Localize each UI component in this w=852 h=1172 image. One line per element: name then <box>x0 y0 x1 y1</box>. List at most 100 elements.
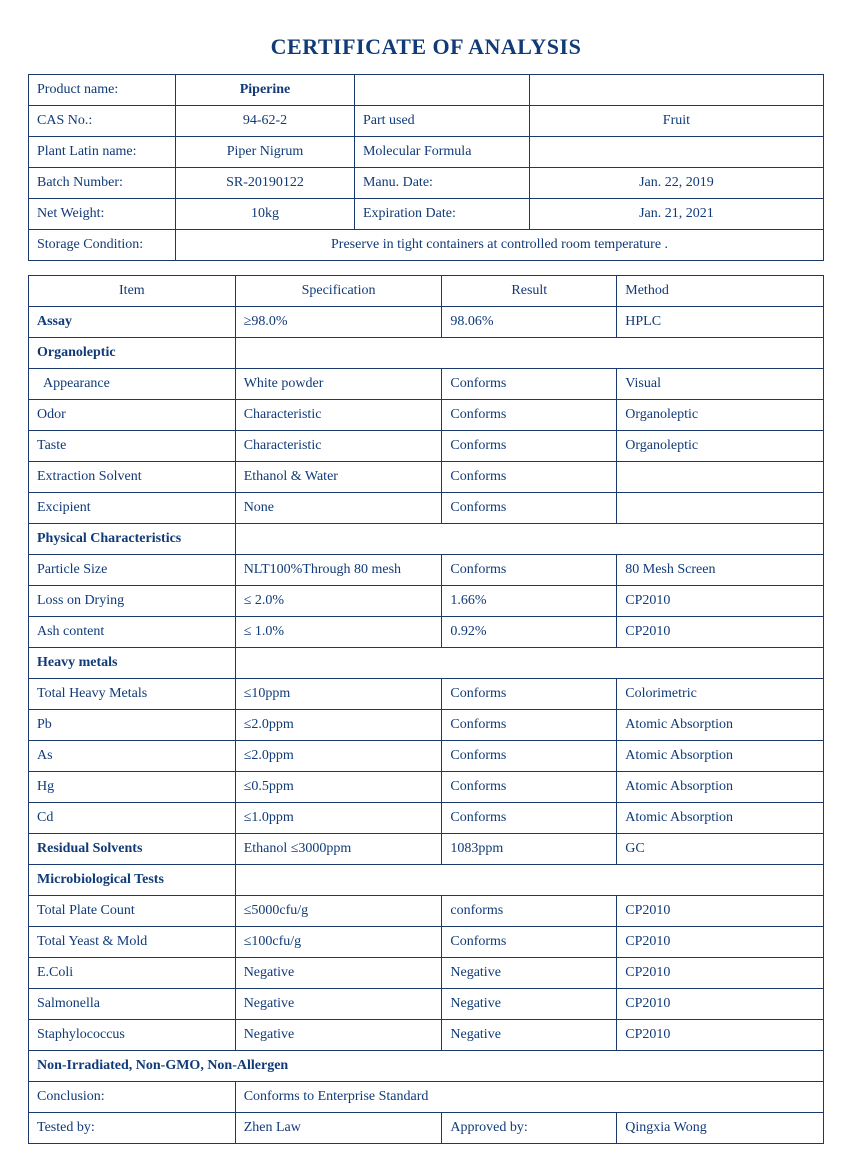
cell-item: Pb <box>29 710 236 741</box>
cell-result: Negative <box>442 989 617 1020</box>
cell-method: Organoleptic <box>617 431 824 462</box>
manu-date-value: Jan. 22, 2019 <box>529 168 823 199</box>
cell-item: Loss on Drying <box>29 586 236 617</box>
cell-method: Atomic Absorption <box>617 710 824 741</box>
storage-value: Preserve in tight containers at controll… <box>176 230 824 261</box>
spec-row: Heavy metals <box>29 648 824 679</box>
spec-row: ExcipientNoneConforms <box>29 493 824 524</box>
section-blank <box>235 865 823 896</box>
cell-spec: Characteristic <box>235 431 442 462</box>
cell-method: Organoleptic <box>617 400 824 431</box>
cell-item: Particle Size <box>29 555 236 586</box>
cas-value: 94-62-2 <box>176 106 355 137</box>
cell-spec: ≤2.0ppm <box>235 710 442 741</box>
cell-item: Taste <box>29 431 236 462</box>
spec-row: Ash content≤ 1.0%0.92%CP2010 <box>29 617 824 648</box>
exp-value: Jan. 21, 2021 <box>529 199 823 230</box>
cell-spec: Negative <box>235 1020 442 1051</box>
spec-row: Cd≤1.0ppmConformsAtomic Absorption <box>29 803 824 834</box>
spec-row: Total Yeast & Mold≤100cfu/gConformsCP201… <box>29 927 824 958</box>
cell-method: CP2010 <box>617 1020 824 1051</box>
cell-item: Total Plate Count <box>29 896 236 927</box>
cell-spec: Negative <box>235 989 442 1020</box>
cell-method: Visual <box>617 369 824 400</box>
storage-label: Storage Condition: <box>29 230 176 261</box>
cell-spec: ≤2.0ppm <box>235 741 442 772</box>
conclusion-label: Conclusion: <box>29 1082 236 1113</box>
section-blank <box>235 648 823 679</box>
section-blank <box>235 338 823 369</box>
cell-method: Atomic Absorption <box>617 741 824 772</box>
cell-method: Atomic Absorption <box>617 803 824 834</box>
spec-row: As≤2.0ppmConformsAtomic Absorption <box>29 741 824 772</box>
cas-label: CAS No.: <box>29 106 176 137</box>
cell-spec: ≥98.0% <box>235 307 442 338</box>
cell-method <box>617 493 824 524</box>
cell-result: Conforms <box>442 369 617 400</box>
cell-method: CP2010 <box>617 958 824 989</box>
cell-result: Conforms <box>442 555 617 586</box>
cell-result: Conforms <box>442 772 617 803</box>
cell-item: As <box>29 741 236 772</box>
spec-table: ItemSpecificationResultMethodAssay≥98.0%… <box>28 275 824 1144</box>
approved-label: Approved by: <box>442 1113 617 1144</box>
cell-spec: NLT100%Through 80 mesh <box>235 555 442 586</box>
hdr-result: Result <box>442 276 617 307</box>
section-item: Organoleptic <box>29 338 236 369</box>
latin-value: Piper Nigrum <box>176 137 355 168</box>
cell-spec: ≤ 2.0% <box>235 586 442 617</box>
section-item: Heavy metals <box>29 648 236 679</box>
product-name-value: Piperine <box>176 75 355 106</box>
cell-spec: Negative <box>235 958 442 989</box>
product-name-blank1 <box>354 75 529 106</box>
cell-spec: Ethanol & Water <box>235 462 442 493</box>
cell-item: Excipient <box>29 493 236 524</box>
cell-result: Negative <box>442 958 617 989</box>
cell-item: Assay <box>29 307 236 338</box>
part-used-label: Part used <box>354 106 529 137</box>
signoff-row: Tested by:Zhen LawApproved by:Qingxia Wo… <box>29 1113 824 1144</box>
cell-method: HPLC <box>617 307 824 338</box>
conclusion-value: Conforms to Enterprise Standard <box>235 1082 823 1113</box>
spec-row: Non-Irradiated, Non-GMO, Non-Allergen <box>29 1051 824 1082</box>
mol-formula-value <box>529 137 823 168</box>
product-name-blank2 <box>529 75 823 106</box>
hdr-item: Item <box>29 276 236 307</box>
doc-title: CERTIFICATE OF ANALYSIS <box>28 34 824 60</box>
cell-item: Odor <box>29 400 236 431</box>
cell-result: Conforms <box>442 493 617 524</box>
cell-item: Residual Solvents <box>29 834 236 865</box>
cell-result: 0.92% <box>442 617 617 648</box>
manu-date-label: Manu. Date: <box>354 168 529 199</box>
cell-method: Atomic Absorption <box>617 772 824 803</box>
conclusion-row: Conclusion:Conforms to Enterprise Standa… <box>29 1082 824 1113</box>
cell-method: CP2010 <box>617 927 824 958</box>
spec-row: Microbiological Tests <box>29 865 824 896</box>
product-name-label: Product name: <box>29 75 176 106</box>
cell-result: 98.06% <box>442 307 617 338</box>
spec-row: Residual SolventsEthanol ≤3000ppm1083ppm… <box>29 834 824 865</box>
spec-row: OdorCharacteristicConformsOrganoleptic <box>29 400 824 431</box>
cell-spec: ≤ 1.0% <box>235 617 442 648</box>
approved-value: Qingxia Wong <box>617 1113 824 1144</box>
spec-row: Total Plate Count≤5000cfu/gconformsCP201… <box>29 896 824 927</box>
cell-spec: ≤5000cfu/g <box>235 896 442 927</box>
cell-result: Conforms <box>442 927 617 958</box>
cell-item: Total Yeast & Mold <box>29 927 236 958</box>
cell-spec: None <box>235 493 442 524</box>
spec-row: Extraction SolventEthanol & WaterConform… <box>29 462 824 493</box>
cell-item: Staphylococcus <box>29 1020 236 1051</box>
fullsection: Non-Irradiated, Non-GMO, Non-Allergen <box>29 1051 824 1082</box>
cell-spec: ≤10ppm <box>235 679 442 710</box>
cell-item: Extraction Solvent <box>29 462 236 493</box>
cell-spec: ≤1.0ppm <box>235 803 442 834</box>
cell-result: Conforms <box>442 679 617 710</box>
spec-header-row: ItemSpecificationResultMethod <box>29 276 824 307</box>
section-item: Physical Characteristics <box>29 524 236 555</box>
cell-method <box>617 462 824 493</box>
cell-result: Conforms <box>442 710 617 741</box>
hdr-spec: Specification <box>235 276 442 307</box>
cell-method: 80 Mesh Screen <box>617 555 824 586</box>
part-used-value: Fruit <box>529 106 823 137</box>
latin-label: Plant Latin name: <box>29 137 176 168</box>
